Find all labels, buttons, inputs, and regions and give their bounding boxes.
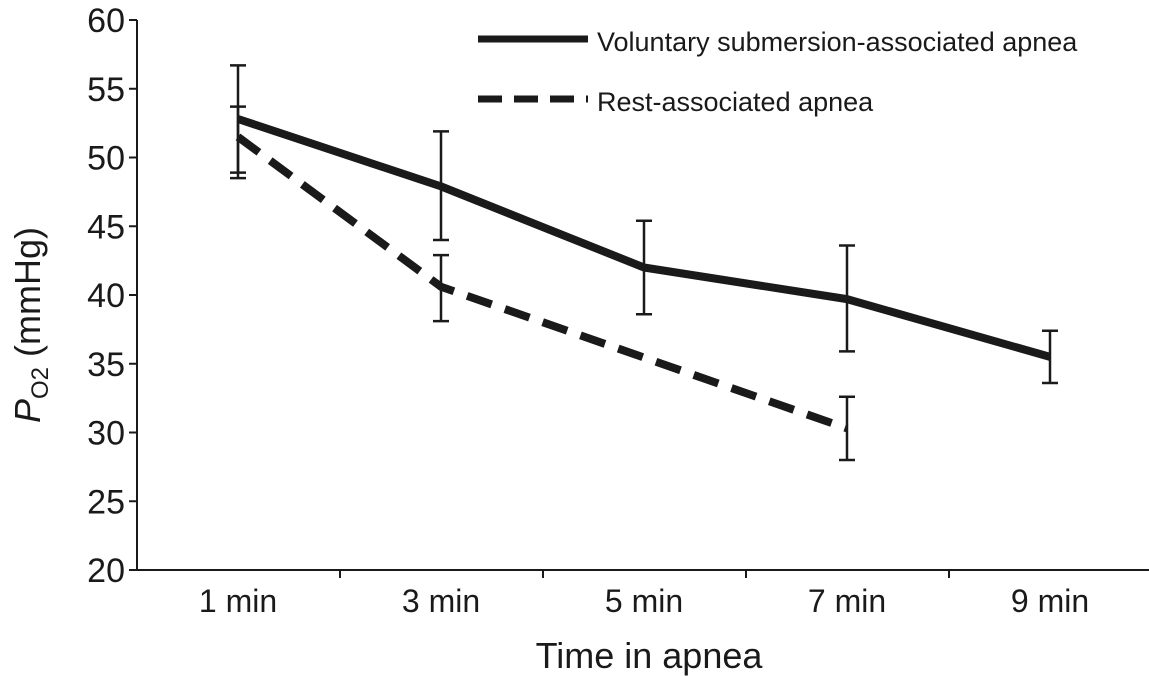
error-bar	[230, 105, 246, 180]
legend-label-rest: Rest-associated apnea	[597, 87, 874, 117]
x-tick-label: 9 min	[1011, 583, 1089, 619]
y-tick-label: 60	[87, 2, 125, 40]
series-rest	[230, 105, 855, 462]
y-tick-label: 30	[87, 415, 125, 453]
y-ticks: 20 25 30 35 40 45 50 55 60	[87, 2, 137, 590]
x-tick-label: 7 min	[808, 583, 886, 619]
x-tick-label: 1 min	[199, 583, 277, 619]
x-tick-label: 3 min	[402, 583, 480, 619]
y-tick-label: 25	[87, 483, 125, 521]
error-bar	[839, 395, 855, 462]
legend: Voluntary submersion-associated apnea Re…	[478, 27, 1078, 117]
error-bar	[839, 244, 855, 353]
series-layer	[230, 64, 1058, 462]
y-tick-label: 20	[87, 552, 125, 590]
y-tick-label: 55	[87, 71, 125, 109]
y-tick-label: 45	[87, 208, 125, 246]
legend-label-voluntary: Voluntary submersion-associated apnea	[597, 27, 1078, 57]
y-tick-label: 50	[87, 140, 125, 178]
x-ticks: 1 min 3 min 5 min 7 min 9 min	[199, 570, 1089, 619]
x-tick-label: 5 min	[605, 583, 683, 619]
y-tick-label: 35	[87, 346, 125, 384]
x-axis-label: Time in apnea	[536, 635, 764, 676]
y-tick-label: 40	[87, 277, 125, 315]
error-bar	[1042, 329, 1058, 385]
error-bar	[636, 219, 652, 316]
error-bar	[433, 253, 449, 323]
y-axis-label-unit: (mmHg)	[7, 227, 48, 367]
y-axis-label-subscript: O2	[27, 367, 54, 399]
error-bar	[433, 130, 449, 242]
y-axis-label-symbol: P	[7, 399, 48, 423]
y-axis-label: PO2 (mmHg)	[7, 227, 54, 423]
